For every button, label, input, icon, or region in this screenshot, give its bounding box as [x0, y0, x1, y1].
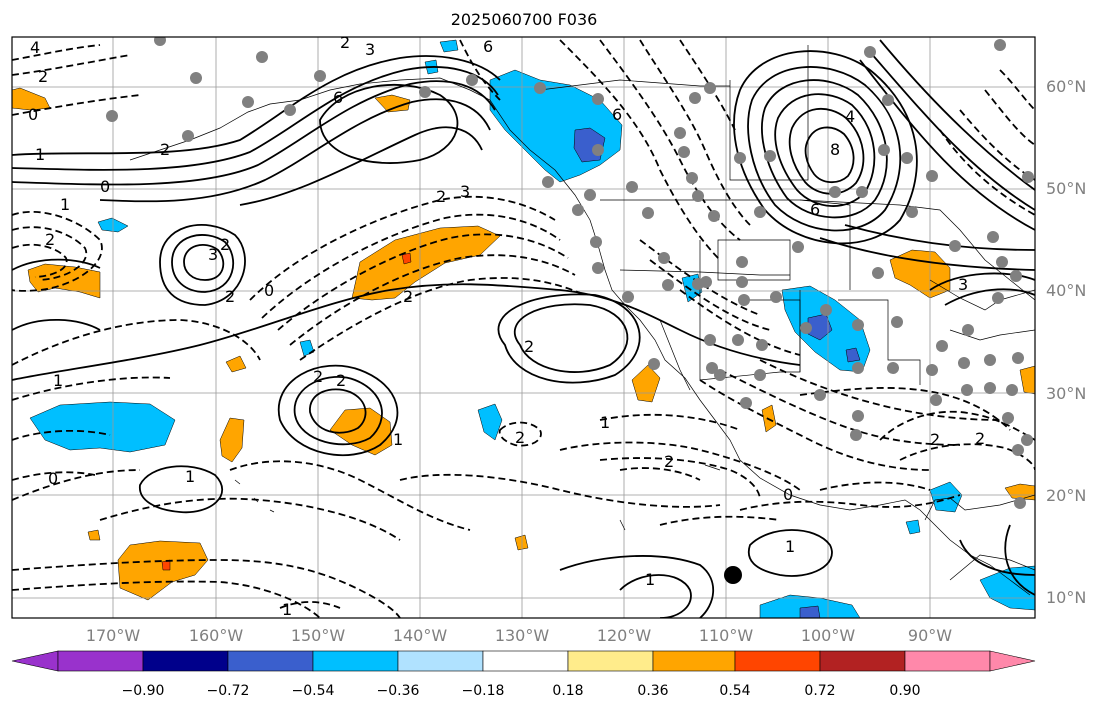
shade-orange-5 — [219, 417, 245, 463]
lat-label: 40°N — [1046, 281, 1087, 300]
lon-label: 150°W — [290, 626, 346, 645]
contour-label: 2 — [515, 428, 525, 447]
shade-orange-14 — [87, 529, 101, 541]
contour-label: 2 — [220, 235, 230, 254]
contour-label: 0 — [264, 281, 274, 300]
lon-label: 90°W — [907, 626, 953, 645]
contour-label: 0 — [48, 469, 58, 488]
contour-label: 1 — [785, 537, 795, 556]
colorbar-extend-min — [11, 650, 59, 672]
colorbar-tick-label: −0.18 — [461, 683, 505, 699]
contour-label: 1 — [282, 600, 292, 619]
colorbar-tick-label: 0.54 — [719, 683, 751, 699]
contour-label: 3 — [365, 40, 375, 59]
lon-label: 170°W — [85, 626, 141, 645]
shade-blue-4 — [759, 594, 861, 618]
map-frame — [11, 36, 1036, 619]
contour-label: 2 — [664, 452, 674, 471]
lat-label: 30°N — [1046, 384, 1087, 403]
colorbar-tick-label: 0.72 — [804, 683, 836, 699]
colorbar — [11, 650, 1036, 672]
shade-blue-12 — [439, 39, 459, 53]
contour-label: 2 — [340, 33, 350, 52]
shade-orange-11 — [1004, 483, 1035, 501]
contour-label: 4 — [845, 107, 855, 126]
lat-label: 60°N — [1046, 77, 1087, 96]
lat-label: 20°N — [1046, 486, 1087, 505]
contour-label: 1 — [60, 195, 70, 214]
contour-label: 1 — [645, 570, 655, 589]
colorbar-tick-label: 0.36 — [637, 683, 669, 699]
colorbar-tick-label: 0.90 — [889, 683, 921, 699]
contour-label: 2 — [225, 287, 235, 306]
shade-orange-12 — [225, 355, 247, 373]
lon-label: 100°W — [800, 626, 856, 645]
contour-lines — [12, 39, 1035, 618]
shade-blue-2 — [29, 401, 176, 453]
gridlines — [12, 37, 1035, 618]
lon-label: 160°W — [188, 626, 244, 645]
contour-label: 1 — [600, 413, 610, 432]
contour-label: 0 — [100, 177, 110, 196]
lat-label: 50°N — [1046, 179, 1087, 198]
shading-regions — [12, 39, 1035, 618]
contour-label: 2 — [403, 287, 413, 306]
contour-label: 6 — [810, 200, 820, 219]
contour-label: 2 — [524, 337, 534, 356]
contour-label: 3 — [208, 245, 218, 264]
contour-label: 1 — [53, 371, 63, 390]
lon-label: 140°W — [392, 626, 448, 645]
colorbar-extend-max — [989, 650, 1036, 672]
contour-label: 6 — [483, 37, 493, 56]
contour-label: 1 — [185, 467, 195, 486]
shade-blue-6 — [929, 481, 963, 513]
contour-label: 3 — [460, 182, 470, 201]
colorbar-tick-label: −0.36 — [376, 683, 420, 699]
contour-label: 1 — [393, 430, 403, 449]
lat-label: 10°N — [1046, 588, 1087, 607]
contour-label: 0 — [28, 105, 38, 124]
contour-label: 8 — [830, 140, 840, 159]
contour-label: 6 — [333, 88, 343, 107]
contour-label: 2 — [436, 187, 446, 206]
lon-label: 120°W — [596, 626, 652, 645]
marker-point — [724, 566, 742, 584]
shade-orange-15 — [1019, 365, 1035, 395]
contour-label: 2 — [160, 140, 170, 159]
colorbar-tick-label: 0.18 — [552, 683, 584, 699]
map-title: 2025060700 F036 — [450, 10, 598, 29]
colorbar-tick-label: −0.54 — [291, 683, 335, 699]
contour-label: 3 — [958, 275, 968, 294]
contour-label: 2 — [313, 367, 323, 386]
contour-lines-dashed — [12, 39, 1035, 618]
contour-label: 2 — [336, 371, 346, 390]
colorbar-tick-label: −0.72 — [206, 683, 250, 699]
contour-label: 4 — [30, 38, 40, 57]
shade-orange-8 — [374, 94, 411, 113]
lon-label: 110°W — [698, 626, 754, 645]
contour-label: 1 — [35, 145, 45, 164]
lon-label: 130°W — [494, 626, 550, 645]
contour-label: 2 — [930, 430, 940, 449]
shade-darkblue-4 — [799, 605, 821, 618]
contour-label: 2 — [45, 230, 55, 249]
contour-label: 2 — [975, 429, 985, 448]
colorbar-tick-label: −0.90 — [121, 683, 165, 699]
shade-darkblue-3 — [845, 347, 861, 363]
contour-label: 2 — [38, 67, 48, 86]
contour-label: 0 — [783, 485, 793, 504]
contour-label: 6 — [612, 105, 622, 124]
contour-labels: 4 2 0 2 6 3 2 6 8 4 6 3 2 1 0 1 2 3 2 2 … — [28, 33, 985, 619]
shade-orange-3 — [117, 540, 209, 601]
shade-red-1 — [401, 252, 412, 265]
station-dots — [106, 37, 1034, 509]
shade-orange-1 — [351, 225, 501, 301]
shade-blue-7 — [477, 403, 503, 441]
shade-blue-13 — [905, 519, 921, 535]
